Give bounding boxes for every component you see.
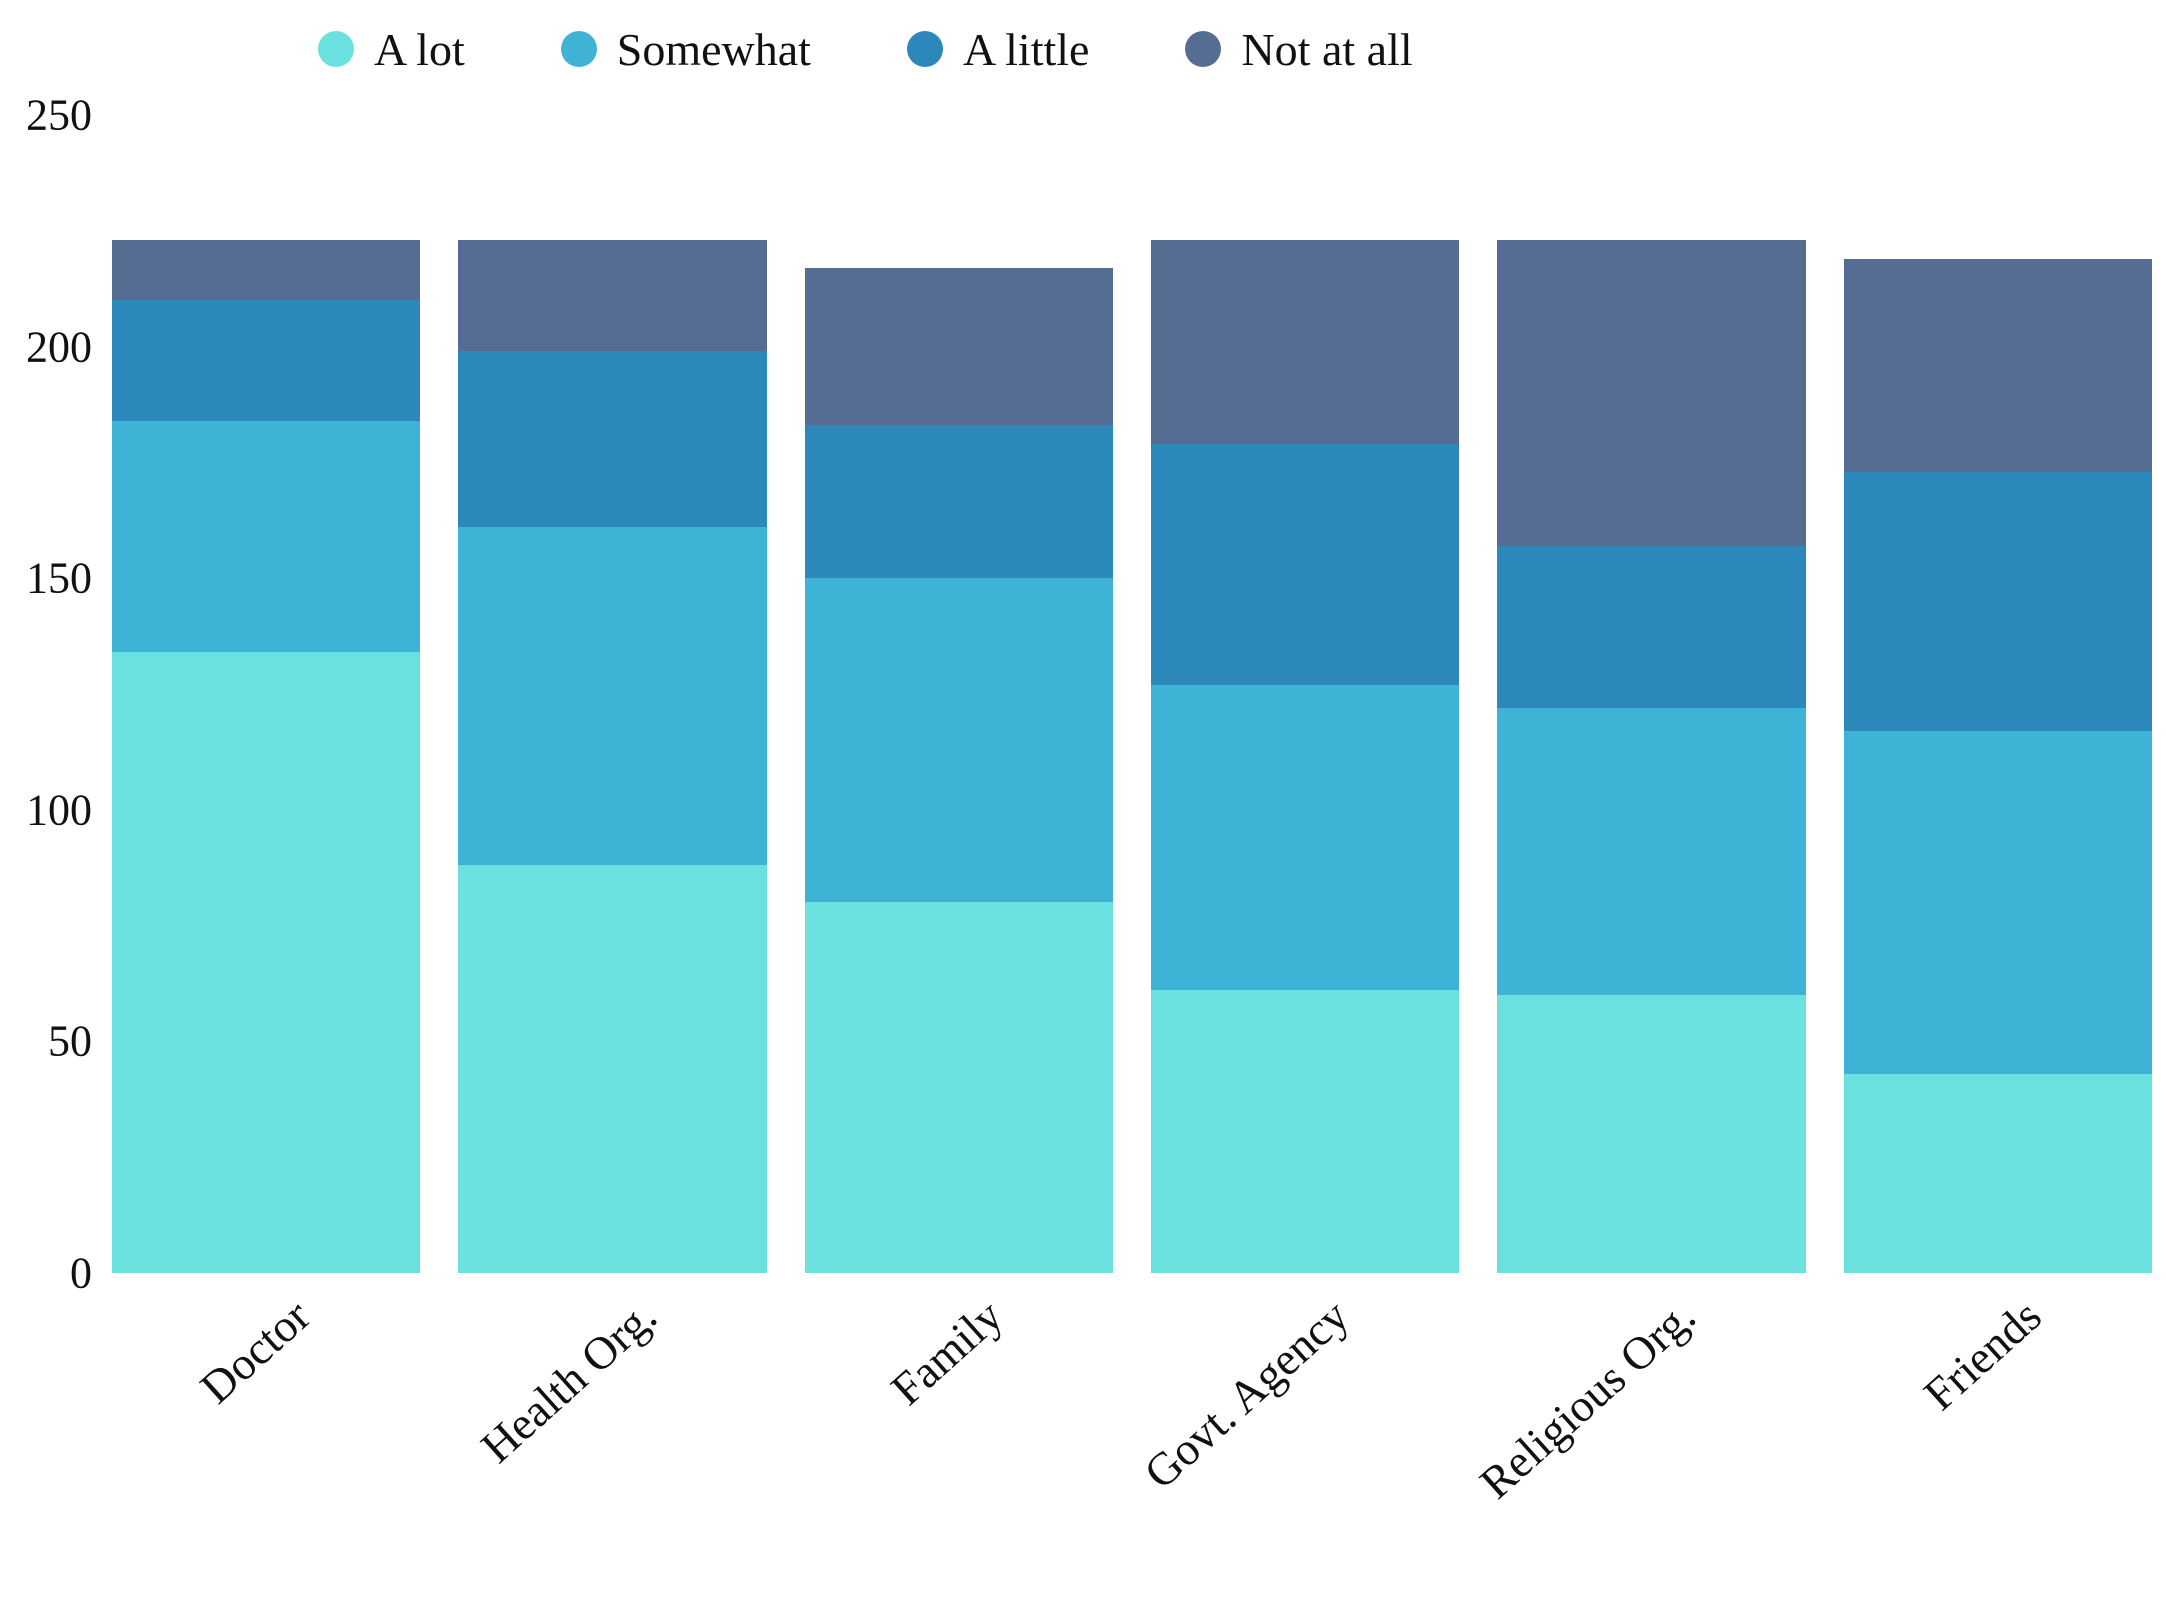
bar-family [804, 115, 1113, 1273]
bar-segment-somewhat [112, 420, 421, 653]
bar-segment-not-at-all [112, 240, 421, 301]
bar-segment-not-at-all [1150, 240, 1460, 444]
bar-segment-somewhat [804, 578, 1113, 903]
bar-segment-a-little [458, 351, 767, 528]
bar-segment-somewhat [1843, 731, 2152, 1074]
bar-segment-not-at-all [804, 267, 1113, 426]
bar-segment-a-little [112, 300, 421, 421]
bar-doctor [112, 115, 421, 1273]
y-tick-label: 100 [26, 785, 92, 835]
bar-religious-org- [1497, 115, 1806, 1273]
legend-item-a-lot: A lot [318, 23, 465, 76]
x-tick-label: Govt. Agency [1134, 1289, 1359, 1499]
legend-swatch-icon [906, 31, 943, 67]
bar-segment-a-little [1497, 545, 1806, 708]
bar-segment-somewhat [1150, 684, 1460, 991]
bar-segment-somewhat [1497, 707, 1806, 996]
x-cell: Doctor [112, 1273, 420, 1600]
legend-swatch-icon [318, 31, 354, 67]
y-tick-label: 50 [48, 1016, 92, 1066]
bars-container [112, 115, 2152, 1273]
legend-swatch-icon [560, 31, 597, 67]
y-tick-label: 150 [26, 553, 92, 603]
bar-segment-a-little [1150, 443, 1460, 685]
y-tick-label: 0 [70, 1248, 92, 1298]
x-tick-label: Family [881, 1289, 1013, 1415]
bar-segment-a-little [1843, 471, 2152, 732]
legend-label: A little [962, 23, 1090, 75]
y-axis: 0 50 100 150 200 250 [0, 91, 92, 1298]
bar-segment-not-at-all [1497, 240, 1806, 546]
y-tick-label: 250 [26, 90, 92, 140]
bar-segment-not-at-all [458, 240, 767, 352]
legend-label: Somewhat [616, 23, 811, 75]
y-tick-label: 200 [26, 322, 92, 372]
bar-segment-not-at-all [1843, 258, 2152, 472]
bar-segment-a-lot [1843, 1073, 2152, 1273]
x-axis: Doctor Health Org. Family Govt. Agency Relig… [112, 1273, 2152, 1600]
legend-label: A lot [374, 23, 465, 75]
legend-item-a-little: A little [906, 23, 1090, 76]
legend-swatch-icon [1185, 31, 1222, 67]
x-cell: Family [805, 1273, 1113, 1600]
bar-friends [1843, 115, 2152, 1273]
bar-segment-a-lot [804, 902, 1113, 1273]
bar-segment-a-little [804, 425, 1113, 579]
chart-legend: A lot Somewhat A little Not at all [0, 0, 2167, 84]
bar-segment-a-lot [1497, 995, 1806, 1273]
legend-label: Not at all [1241, 23, 1413, 75]
x-tick-label: Religious Org. [1469, 1289, 1705, 1509]
bar-govt-agency [1150, 115, 1460, 1273]
bar-segment-a-lot [1150, 990, 1460, 1273]
x-tick-label: Health Org. [470, 1289, 666, 1473]
x-cell: Friends [1844, 1273, 2152, 1600]
bar-segment-a-lot [458, 865, 767, 1273]
legend-item-not-at-all: Not at all [1185, 23, 1413, 76]
legend-item-somewhat: Somewhat [560, 23, 811, 76]
x-cell: Religious Org. [1470, 1273, 1805, 1600]
bar-segment-somewhat [458, 527, 767, 866]
bar-health-org- [458, 115, 767, 1273]
x-tick-label: Doctor [190, 1289, 320, 1414]
x-cell: Govt. Agency [1134, 1273, 1459, 1600]
x-tick-label: Friends [1914, 1289, 2052, 1420]
x-cell: Health Org. [458, 1273, 766, 1600]
bar-segment-a-lot [112, 652, 421, 1273]
